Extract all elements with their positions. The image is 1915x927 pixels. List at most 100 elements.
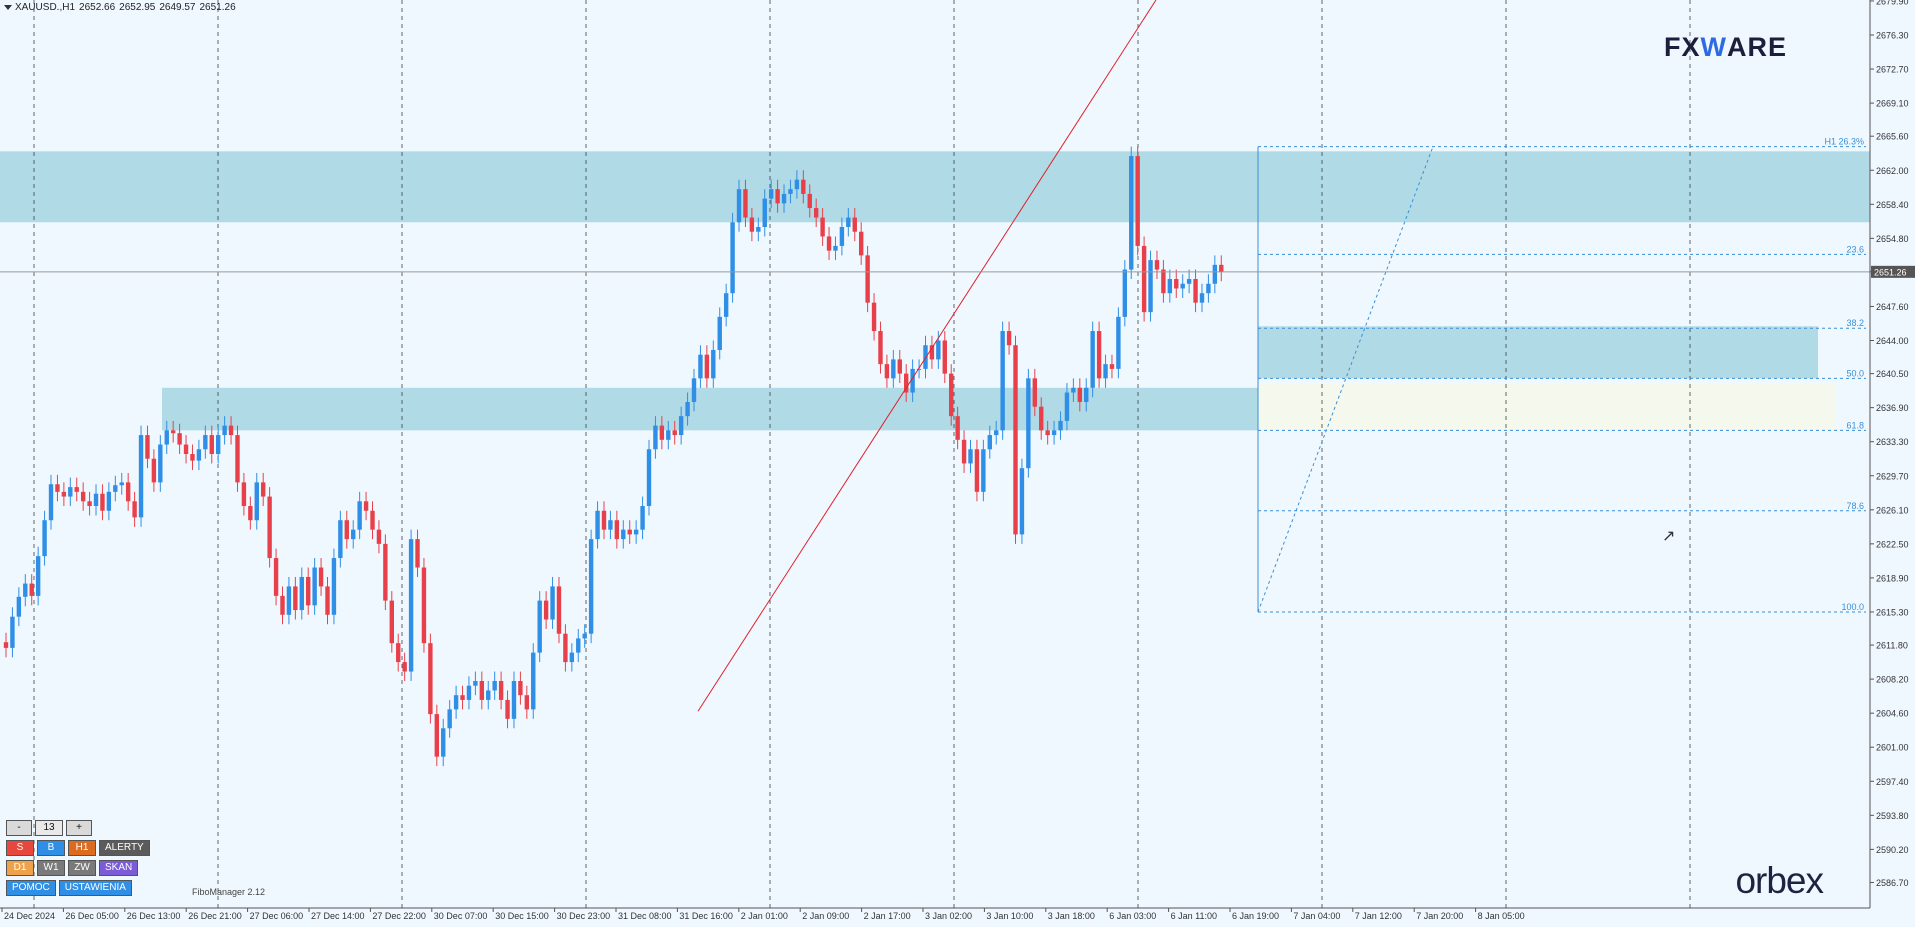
candle-body <box>878 331 882 364</box>
candle-body <box>68 487 72 496</box>
candle-body <box>602 511 606 530</box>
candle-body <box>171 430 175 433</box>
fib-level-label: 61.8 <box>1846 420 1864 430</box>
candle-body <box>428 643 432 714</box>
time-tick-label: 3 Jan 02:00 <box>925 911 972 921</box>
candle-body <box>634 530 638 535</box>
time-tick-label: 7 Jan 12:00 <box>1355 911 1402 921</box>
time-tick-label: 27 Dec 22:00 <box>372 911 426 921</box>
candle-body <box>23 584 27 597</box>
candle-body <box>705 355 709 379</box>
zw-button[interactable]: ZW <box>68 860 96 876</box>
buy-button[interactable]: B <box>37 840 65 856</box>
candle-body <box>589 539 593 634</box>
candle-body <box>492 681 496 690</box>
dropdown-triangle-icon[interactable] <box>4 5 12 10</box>
candle-body <box>113 485 117 492</box>
fib-level-label: H1 26.3% <box>1824 137 1864 147</box>
candle-body <box>383 544 387 601</box>
fibo-manager-label: FiboManager 2.12 <box>192 887 265 897</box>
candle-body <box>158 445 162 483</box>
candle-body <box>576 638 580 652</box>
candle-body <box>107 492 111 511</box>
candle-body <box>994 430 998 435</box>
high-price: 2652.95 <box>119 2 155 13</box>
time-tick-label: 31 Dec 08:00 <box>618 911 672 921</box>
price-tick-label: 2590.20 <box>1876 845 1909 855</box>
increase-button[interactable]: + <box>66 820 92 836</box>
candle-body <box>885 364 889 378</box>
fib-level-label: 100.0 <box>1841 602 1864 612</box>
candle-body <box>454 695 458 709</box>
candle-body <box>525 695 529 709</box>
decrease-button[interactable]: - <box>6 820 32 836</box>
candle-body <box>550 586 554 619</box>
candle-body <box>820 218 824 237</box>
candle-body <box>203 435 207 449</box>
time-tick-label: 2 Jan 17:00 <box>864 911 911 921</box>
alerts-button[interactable]: ALERTY <box>99 840 150 856</box>
candle-body <box>10 617 14 648</box>
help-button[interactable]: POMOC <box>6 880 56 896</box>
sell-button[interactable]: S <box>6 840 34 856</box>
candle-body <box>647 449 651 506</box>
candle-body <box>4 642 8 648</box>
settings-button[interactable]: USTAWIENIA <box>59 880 132 896</box>
d1-button[interactable]: D1 <box>6 860 34 876</box>
time-tick-label: 26 Dec 05:00 <box>65 911 119 921</box>
price-tick-label: 2640.50 <box>1876 369 1909 379</box>
candle-body <box>795 180 799 189</box>
candle-body <box>583 634 587 639</box>
candle-body <box>190 454 194 461</box>
candle-body <box>512 681 516 719</box>
zone-band <box>162 388 1258 431</box>
candle-body <box>319 568 323 587</box>
time-tick-label: 2 Jan 09:00 <box>802 911 849 921</box>
price-tick-label: 2611.80 <box>1876 641 1908 651</box>
candle-body <box>42 520 46 556</box>
candle-body <box>441 728 445 756</box>
candle-body <box>1219 265 1223 272</box>
candle-body <box>75 487 79 492</box>
time-tick-label: 6 Jan 11:00 <box>1171 911 1217 921</box>
candle-body <box>287 586 291 614</box>
candle-body <box>859 232 863 256</box>
candle-body <box>274 558 278 596</box>
candle-body <box>30 584 34 596</box>
scan-button[interactable]: SKAN <box>99 860 138 876</box>
candle-body <box>898 359 902 373</box>
low-price: 2649.57 <box>159 2 195 13</box>
price-tick-label: 2654.80 <box>1876 234 1909 244</box>
candle-body <box>949 374 953 417</box>
candle-body <box>840 227 844 246</box>
candle-body <box>943 341 947 374</box>
price-tick-label: 2615.30 <box>1876 607 1909 617</box>
candle-body <box>235 435 239 482</box>
candle-body <box>640 506 644 530</box>
candle-body <box>865 255 869 302</box>
candle-body <box>447 709 451 728</box>
candle-body <box>261 482 265 496</box>
candle-body <box>177 433 181 444</box>
price-tick-label: 2669.10 <box>1876 99 1909 109</box>
candle-body <box>833 246 837 251</box>
candle-body <box>1116 317 1120 369</box>
time-tick-label: 6 Jan 19:00 <box>1232 911 1279 921</box>
candle-body <box>62 492 66 497</box>
w1-button[interactable]: W1 <box>37 860 65 876</box>
candle-body <box>1129 156 1133 270</box>
candle-body <box>17 597 21 617</box>
candle-body <box>325 586 329 614</box>
time-tick-label: 2 Jan 01:00 <box>741 911 788 921</box>
candle-body <box>473 681 477 686</box>
h1-button[interactable]: H1 <box>68 840 96 856</box>
candle-body <box>518 681 522 695</box>
time-tick-label: 3 Jan 18:00 <box>1048 911 1095 921</box>
candle-body <box>673 430 677 435</box>
candle-body <box>300 577 304 610</box>
candle-body <box>570 653 574 662</box>
open-price: 2652.66 <box>79 2 115 13</box>
candle-body <box>1135 156 1139 246</box>
candle-body <box>1020 468 1024 534</box>
